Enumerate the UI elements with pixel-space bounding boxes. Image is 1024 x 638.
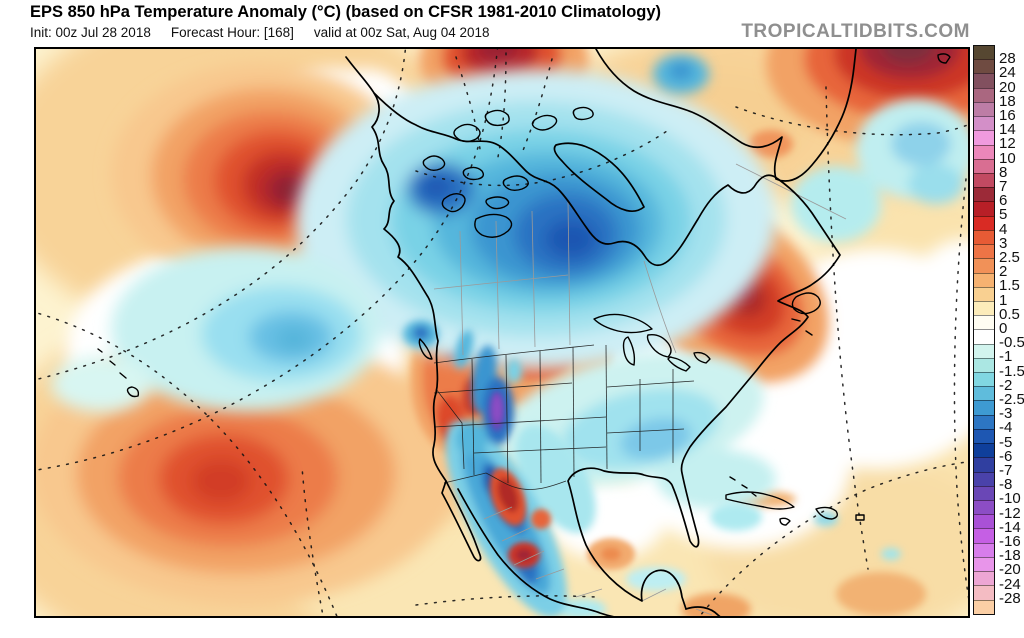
colorbar-tick-label: -1.5 bbox=[999, 362, 1024, 380]
colorbar-segment bbox=[974, 300, 994, 316]
colorbar-tick-label: -4 bbox=[999, 419, 1013, 437]
colorbar-segment bbox=[974, 542, 994, 557]
colorbar-tick-label: -18 bbox=[999, 547, 1021, 565]
colorbar-tick-label: 6 bbox=[999, 192, 1008, 210]
colorbar-segment bbox=[974, 315, 994, 330]
colorado-cold-core bbox=[489, 391, 505, 431]
colorbar-tick-label: -3 bbox=[999, 405, 1013, 423]
colorbar-tick-label: 2 bbox=[999, 263, 1008, 281]
graticule-lines bbox=[36, 49, 968, 616]
colorbar-segment bbox=[974, 514, 994, 529]
islands-and-lakes bbox=[97, 53, 951, 526]
coastlines bbox=[345, 49, 857, 616]
colorbar-segment bbox=[974, 414, 994, 429]
colorbar-segment bbox=[974, 144, 994, 159]
colorbar-tick-label: -16 bbox=[999, 533, 1021, 550]
colorbar-segment bbox=[974, 485, 994, 500]
colorbar-segment bbox=[974, 46, 994, 60]
colorbar-segment bbox=[974, 400, 994, 415]
colorbar-segment bbox=[974, 101, 994, 117]
colorbar-tick-label: -6 bbox=[999, 447, 1013, 465]
province-borders bbox=[433, 163, 847, 616]
colorbar-segment bbox=[974, 187, 994, 202]
colorbar-labels: 28 24 20 18 16 14 12 10 8 7 6 5 4 3 2.5 2 1.5 1 0.5 0 -0.5 -1… bbox=[999, 45, 1024, 613]
valid-time-label: valid at 00z Sat, Aug 04 2018 bbox=[313, 25, 490, 40]
colorbar-segment bbox=[974, 443, 994, 458]
colorbar-segment bbox=[974, 500, 994, 515]
colorbar-tick-label: -20 bbox=[999, 561, 1021, 579]
colorbar-tick-label: -5 bbox=[999, 433, 1013, 451]
colorbar-tick-label: 1.5 bbox=[999, 277, 1020, 295]
colorbar-tick-label: 0 bbox=[999, 320, 1008, 337]
colorbar-tick-label: 4 bbox=[999, 220, 1008, 238]
colorbar-segment bbox=[974, 59, 994, 74]
colorbar-tick-label: -7 bbox=[999, 462, 1013, 479]
colorbar-tick-label: 12 bbox=[999, 135, 1016, 153]
colorbar-tick-label: -24 bbox=[999, 575, 1021, 593]
cold-anomaly-layer bbox=[51, 54, 968, 616]
colorbar-tick-label: 10 bbox=[999, 149, 1016, 167]
colorbar-tick-label: 20 bbox=[999, 78, 1016, 96]
colorbar-tick-label: 14 bbox=[999, 121, 1016, 139]
colorbar-segment bbox=[974, 286, 994, 301]
state-borders bbox=[433, 344, 695, 490]
colorbar-segment bbox=[974, 372, 994, 387]
colorbar-tick-label: -1 bbox=[999, 348, 1013, 366]
map-canvas bbox=[36, 49, 968, 616]
colorbar-segment bbox=[974, 215, 994, 230]
colorbar-segment bbox=[974, 599, 994, 614]
colorbar-tick-label: 28 bbox=[999, 50, 1016, 68]
colorbar-segment bbox=[974, 457, 994, 472]
colorbar-segment bbox=[974, 571, 994, 586]
colorbar-tick-label: 18 bbox=[999, 92, 1016, 110]
colorbar-segment bbox=[974, 272, 994, 287]
colorbar-tick-label: -28 bbox=[999, 589, 1021, 607]
colorbar-tick-label: -0.5 bbox=[999, 334, 1024, 352]
colorbar-tick-label: 24 bbox=[999, 64, 1016, 82]
colorbar-tick-label: 0.5 bbox=[999, 305, 1020, 323]
colorbar-segment bbox=[974, 87, 994, 102]
colorbar-tick-label: -8 bbox=[999, 476, 1013, 494]
colorbar-segment bbox=[974, 158, 994, 173]
colorbar-segment bbox=[974, 343, 994, 358]
colorbar-segment bbox=[974, 116, 994, 131]
colorbar-segment bbox=[974, 73, 994, 88]
colorbar-segment bbox=[974, 130, 994, 145]
colorbar-segment bbox=[974, 386, 994, 401]
colorbar-tick-label: -2 bbox=[999, 376, 1013, 394]
colorbar-segment bbox=[974, 585, 994, 600]
page-title: EPS 850 hPa Temperature Anomaly (°C) (ba… bbox=[30, 3, 662, 21]
colorbar-segment bbox=[974, 329, 994, 344]
colorbar-tick-label: -2.5 bbox=[999, 391, 1024, 408]
colorbar-swatch bbox=[973, 45, 995, 615]
colorbar-tick-label: 5 bbox=[999, 206, 1008, 224]
colorbar-tick-label: 8 bbox=[999, 163, 1008, 181]
colorbar-segment bbox=[974, 258, 994, 273]
colorbar-tick-label: -10 bbox=[999, 490, 1021, 508]
colorbar-segment bbox=[974, 357, 994, 373]
colorbar-tick-label: -14 bbox=[999, 518, 1021, 536]
colorbar-tick-label: 16 bbox=[999, 107, 1016, 124]
colorbar-segment bbox=[974, 201, 994, 216]
colorbar-tick-label: -12 bbox=[999, 504, 1021, 522]
init-time-label: Init: 00z Jul 28 2018 bbox=[30, 25, 151, 40]
colorbar-tick-label: 7 bbox=[999, 178, 1008, 195]
colorbar-segment bbox=[974, 428, 994, 444]
colorbar-segment bbox=[974, 471, 994, 486]
mexico-warm-cores bbox=[489, 468, 635, 570]
colorbar-segment bbox=[974, 556, 994, 572]
colorbar-tick-label: 2.5 bbox=[999, 249, 1020, 266]
colorbar-tick-label: 3 bbox=[999, 234, 1008, 252]
site-watermark: TROPICALTIDBITS.COM bbox=[741, 21, 970, 42]
colorbar-segment bbox=[974, 244, 994, 259]
colorbar-segment bbox=[974, 172, 994, 188]
forecast-hour-label: Forecast Hour: [168] bbox=[170, 25, 294, 40]
colorbar-segment bbox=[974, 528, 994, 543]
anomaly-map bbox=[34, 47, 970, 618]
run-info-line: Init: 00z Jul 28 2018 Forecast Hour: [168… bbox=[30, 25, 510, 40]
colorbar-segment bbox=[974, 229, 994, 245]
colorbar-tick-label: 1 bbox=[999, 291, 1008, 309]
